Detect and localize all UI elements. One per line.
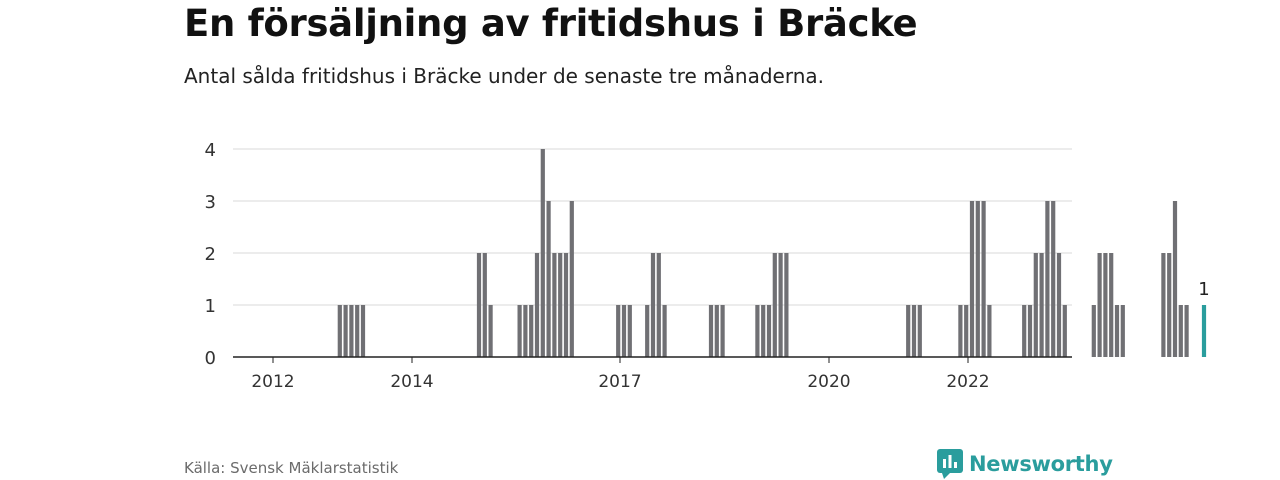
bar	[552, 253, 557, 357]
x-tick-label: 2017	[598, 372, 641, 392]
bar	[755, 305, 760, 357]
source-note: Källa: Svensk Mäklarstatistik	[184, 459, 399, 477]
x-tick-label: 2014	[390, 372, 433, 392]
bar	[981, 201, 986, 357]
newsworthy-logo[interactable]: Newsworthy	[937, 449, 1113, 479]
bar	[1097, 253, 1102, 357]
bar	[969, 201, 975, 357]
bars	[337, 149, 1207, 357]
bar-chart: 0 1 2 3 4 2012 2014 2017 2020 2022 1	[205, 140, 1210, 392]
bar	[708, 305, 714, 357]
y-tick-label: 4	[205, 140, 216, 161]
x-tick-label: 2022	[946, 372, 989, 392]
bar	[1045, 201, 1050, 357]
bar	[761, 305, 766, 357]
bar	[714, 305, 719, 357]
bar	[1178, 305, 1183, 357]
bar	[1103, 253, 1108, 357]
bar	[975, 201, 980, 357]
bar	[1033, 253, 1038, 357]
logo-text: Newsworthy	[969, 452, 1113, 476]
x-axis-ticks: 2012 2014 2017 2020 2022	[251, 357, 990, 392]
bar	[360, 305, 366, 357]
bar	[662, 305, 667, 357]
bar	[534, 253, 540, 357]
bar	[784, 253, 789, 357]
bar	[1114, 305, 1120, 357]
bar	[906, 305, 911, 357]
chart-title: En försäljning av fritidshus i Bräcke	[184, 2, 918, 45]
x-tick-label: 2012	[251, 372, 294, 392]
bar-latest	[1201, 305, 1207, 357]
bar	[546, 201, 551, 357]
newsworthy-logo-icon	[937, 449, 963, 479]
bar	[1109, 253, 1114, 357]
bar	[1172, 201, 1178, 357]
bar	[482, 253, 487, 357]
bar	[1120, 305, 1125, 357]
bar	[778, 253, 783, 357]
bar	[964, 305, 969, 357]
bar	[772, 253, 777, 357]
y-axis-ticks: 0 1 2 3 4	[205, 140, 216, 369]
bar	[1022, 305, 1027, 357]
bar	[569, 201, 574, 357]
bar	[488, 305, 493, 357]
y-tick-label: 3	[205, 192, 216, 213]
bar	[1051, 201, 1056, 357]
y-tick-label: 0	[205, 348, 216, 369]
bar	[540, 149, 545, 357]
bar	[987, 305, 992, 357]
bar	[349, 305, 354, 357]
bar	[1184, 305, 1189, 357]
bar	[720, 305, 725, 357]
bar	[1039, 253, 1044, 357]
bar	[917, 305, 922, 357]
bar	[911, 305, 917, 357]
latest-value-label: 1	[1198, 279, 1209, 300]
y-tick-label: 2	[205, 244, 216, 265]
bar	[1091, 305, 1096, 357]
bar	[650, 253, 656, 357]
bar	[645, 305, 650, 357]
bar	[656, 253, 661, 357]
data-labels: 1	[1198, 279, 1209, 300]
bar	[1056, 253, 1062, 357]
y-tick-label: 1	[205, 296, 216, 317]
bar	[476, 253, 482, 357]
bar	[616, 305, 621, 357]
bar	[517, 305, 522, 357]
bar	[627, 305, 632, 357]
bar	[563, 253, 569, 357]
bar	[355, 305, 360, 357]
bar	[958, 305, 963, 357]
bar	[766, 305, 772, 357]
bar	[1027, 305, 1033, 357]
bar	[558, 253, 563, 357]
bar	[343, 305, 348, 357]
chart-subtitle: Antal sålda fritidshus i Bräcke under de…	[184, 64, 824, 88]
bar	[1167, 253, 1172, 357]
bar	[337, 305, 342, 357]
bar	[621, 305, 627, 357]
bar	[1161, 253, 1166, 357]
x-tick-label: 2020	[807, 372, 850, 392]
bar	[1062, 305, 1067, 357]
bar	[523, 305, 528, 357]
bar	[529, 305, 534, 357]
